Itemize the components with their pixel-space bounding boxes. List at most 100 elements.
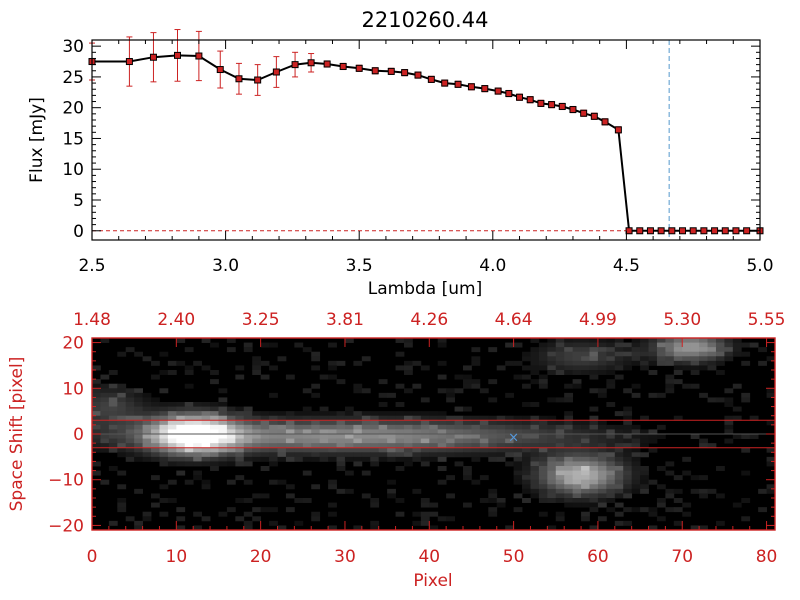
heatmap-cell [631,429,641,435]
heatmap-cell [673,342,683,348]
heatmap-cell [513,475,523,481]
heatmap-cell [530,351,540,357]
heatmap-cell [715,360,725,366]
heatmap-cell [100,411,110,417]
heatmap-cell [285,443,295,449]
heatmap-cell [285,374,295,380]
heatmap-cell [690,525,700,531]
heatmap-cell [488,379,498,385]
heatmap-cell [555,420,565,426]
heatmap-cell [555,397,565,403]
heatmap-cell [454,443,464,449]
heatmap-cell [656,347,666,353]
heatmap-cell [328,443,337,449]
heatmap-cell [589,470,599,476]
heatmap-cell [336,456,346,462]
heatmap-cell [606,461,616,467]
heatmap-cell [218,456,228,462]
heatmap-cell [606,424,616,430]
heatmap-cell [210,406,219,412]
heatmap-cell [336,424,346,430]
heatmap-cell [142,516,152,522]
heatmap-cell [505,461,514,467]
heatmap-cell [564,461,574,467]
heatmap-cell [403,365,413,371]
heatmap-cell [589,342,599,348]
data-point [216,66,224,74]
heatmap-cell [302,434,312,439]
heatmap-cell [387,447,396,453]
heatmap-cell [176,429,186,435]
heatmap-cell [530,443,540,449]
heatmap-cell [412,411,422,417]
heatmap-cell [673,475,683,481]
heatmap-cell [513,429,523,435]
heatmap-cell [766,484,776,490]
heatmap-cell [724,388,734,394]
heatmap-cell [522,466,531,471]
heatmap-cell [505,342,514,348]
heatmap-cell [538,498,548,503]
heatmap-cell [311,356,321,362]
heatmap-cell [252,438,262,444]
heatmap-cell [117,434,127,439]
heatmap-cell [108,392,118,398]
heatmap-cell [547,360,557,366]
heatmap-cell [631,466,641,471]
heatmap-cell [488,443,498,449]
heatmap-cell [631,351,641,357]
heatmap-cell [589,502,599,508]
heatmap-cell [606,347,616,353]
heatmap-cell [538,466,548,471]
heatmap-cell [724,424,734,430]
heatmap-cell [522,461,531,467]
heatmap-cell [581,434,590,439]
top-wavelength-label: 5.55 [748,310,786,330]
heatmap-cell [125,397,135,403]
top-wavelength-label: 3.25 [242,310,280,330]
heatmap-cell [479,452,489,458]
heatmap-cell [623,424,633,430]
heatmap-cell [572,470,582,476]
heatmap-cell [614,452,624,458]
heatmap-cell [597,461,607,467]
heatmap-cell [715,351,725,357]
heatmap-cell [395,511,405,517]
heatmap-cell [193,475,203,481]
heatmap-cell [218,434,228,439]
heatmap-cell [471,438,481,444]
heatmap-cell [294,424,304,430]
heatmap-cell [260,374,270,380]
heatmap-cell [522,415,531,421]
heatmap-cell [463,365,472,371]
heatmap-cell [538,424,548,430]
heatmap-cell [311,456,321,462]
heatmap-cell [614,466,624,471]
heatmap-cell [682,356,692,362]
heatmap-cell [134,525,143,531]
heatmap-cell [226,479,236,485]
heatmap-cell [235,374,245,380]
heatmap-cell [218,388,228,394]
heatmap-cell [285,493,295,499]
top-wavelength-label: 2.40 [157,310,195,330]
heatmap-cell [564,347,574,353]
heatmap-cell [581,475,590,481]
heatmap-cell [707,488,717,494]
heatmap-cell [606,447,616,453]
heatmap-cell [429,415,439,421]
heatmap-cell [151,415,160,421]
heatmap-cell [353,443,363,449]
heatmap-cell [564,392,574,398]
heatmap-cell [218,511,228,517]
heatmap-cell [387,420,396,426]
heatmap-cell [437,342,447,348]
heatmap-cell [311,415,321,421]
x-tick-label: 4.0 [479,256,506,276]
heatmap-cell [530,479,540,485]
heatmap-cell [319,429,329,435]
heatmap-cell [378,438,388,444]
heatmap-cell [614,502,624,508]
heatmap-cell [387,415,396,421]
data-point [580,109,588,117]
